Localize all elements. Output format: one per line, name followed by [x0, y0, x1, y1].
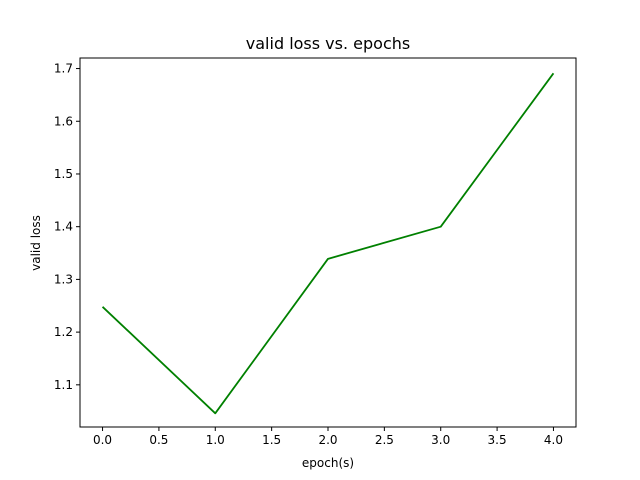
x-axis-label: epoch(s) — [302, 456, 354, 470]
y-tick-label: 1.5 — [54, 167, 73, 181]
series-lines — [101, 72, 555, 415]
y-axis-ticks: 1.1 1.2 1.3 1.4 1.5 1.6 1.7 — [54, 62, 80, 392]
x-tick-label: 2.0 — [318, 433, 337, 447]
x-tick-label: 3.0 — [431, 433, 450, 447]
valid-loss-line — [101, 72, 555, 415]
y-tick-label: 1.6 — [54, 114, 73, 128]
y-tick-label: 1.3 — [54, 272, 73, 286]
x-tick-label: 1.0 — [206, 433, 225, 447]
y-tick-label: 1.2 — [54, 325, 73, 339]
y-tick-label: 1.1 — [54, 378, 73, 392]
x-tick-label: 4.0 — [544, 433, 563, 447]
x-tick-label: 0.5 — [149, 433, 168, 447]
x-axis-ticks: 0.0 0.5 1.0 1.5 2.0 2.5 3.0 3.5 4.0 — [93, 427, 563, 447]
chart-title: valid loss vs. epochs — [246, 34, 410, 53]
x-tick-label: 3.5 — [488, 433, 507, 447]
y-tick-label: 1.7 — [54, 62, 73, 76]
y-tick-label: 1.4 — [54, 220, 73, 234]
x-tick-label: 0.0 — [93, 433, 112, 447]
x-tick-label: 1.5 — [262, 433, 281, 447]
plot-area-frame — [79, 57, 577, 428]
x-tick-label: 2.5 — [375, 433, 394, 447]
y-axis-label: valid loss — [29, 215, 43, 271]
